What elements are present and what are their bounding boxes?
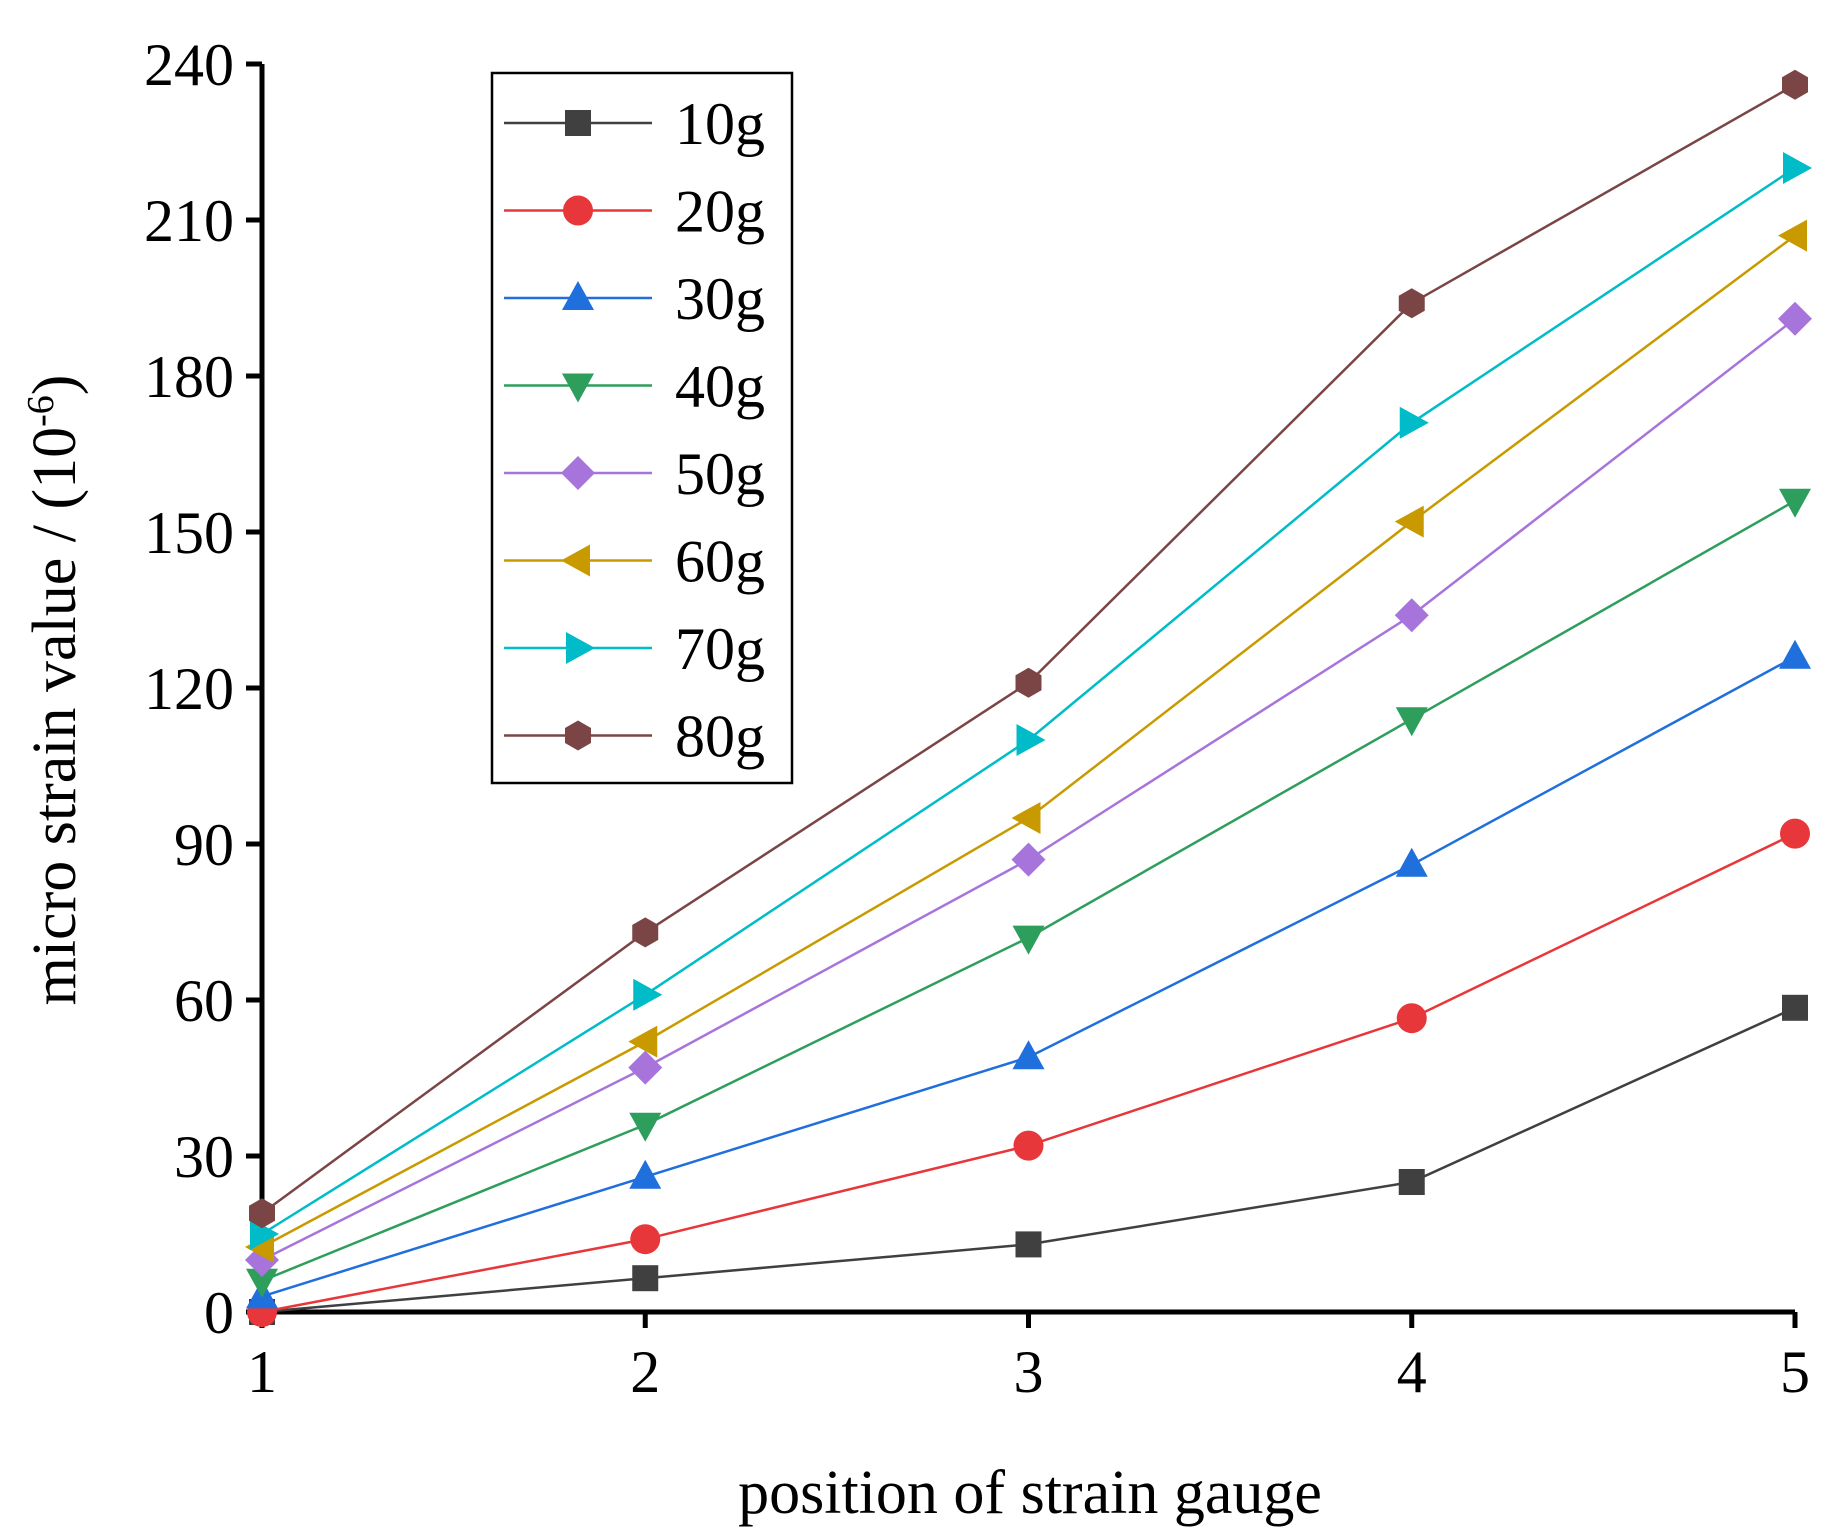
- legend-marker: [563, 195, 593, 226]
- data-point: [1394, 598, 1429, 633]
- data-point: [1015, 667, 1042, 698]
- data-point: [629, 1112, 662, 1142]
- data-point: [1399, 406, 1429, 439]
- legend: 10g 20g 30g 40g 50g 60g 70g 80g: [490, 71, 794, 785]
- legend-item-10g: 10g: [504, 91, 765, 157]
- y-tick-label: 60: [174, 968, 234, 1034]
- data-point: [1783, 152, 1812, 184]
- x-tick-label: 2: [630, 1339, 660, 1405]
- legend-item-30g: 30g: [504, 266, 765, 332]
- legend-marker: [561, 544, 590, 577]
- data-point: [250, 1218, 279, 1250]
- legend-box: [490, 71, 794, 785]
- x-tick-label: 1: [247, 1339, 277, 1405]
- data-point: [628, 1025, 658, 1058]
- x-tick-label: 4: [1397, 1339, 1427, 1405]
- data-point: [1395, 847, 1428, 877]
- y-axis-title-exponent: -6: [20, 395, 62, 427]
- data-point: [1394, 505, 1424, 538]
- data-point: [1395, 707, 1428, 737]
- y-tick-label: 180: [144, 344, 234, 410]
- series-30g: [246, 639, 1811, 1309]
- x-tick-label: 3: [1014, 1339, 1044, 1405]
- legend-label: 50g: [675, 441, 765, 507]
- legend-marker: [566, 632, 595, 664]
- legend-marker: [562, 373, 594, 403]
- legend-item-70g: 70g: [504, 616, 765, 682]
- legend-item-80g: 80g: [504, 704, 765, 770]
- axes: 1 2 3 4 5 0 30 60 90 120 150 180 210 240: [144, 32, 1810, 1405]
- y-tick-label: 0: [204, 1280, 234, 1346]
- legend-label: 40g: [675, 354, 765, 420]
- data-point: [1778, 219, 1807, 252]
- series-40g: [246, 488, 1811, 1298]
- legend-label: 30g: [675, 266, 765, 332]
- x-axis-title: position of strain gauge: [738, 1459, 1322, 1527]
- legend-label: 70g: [675, 616, 765, 682]
- y-tick-label: 120: [144, 656, 234, 722]
- legend-item-60g: 60g: [504, 529, 765, 595]
- series-70g: [250, 152, 1812, 1250]
- x-tick-label: 5: [1780, 1339, 1810, 1405]
- data-point: [1398, 1169, 1425, 1195]
- data-point: [246, 1268, 278, 1298]
- data-point: [1779, 488, 1811, 518]
- legend-marker: [565, 720, 591, 751]
- data-point: [1012, 1040, 1045, 1070]
- data-point: [1013, 1130, 1044, 1161]
- data-point: [629, 1159, 662, 1189]
- data-point: [628, 1050, 663, 1085]
- data-point: [1782, 994, 1808, 1021]
- y-tick-label: 150: [144, 500, 234, 566]
- legend-item-50g: 50g: [504, 441, 765, 507]
- data-point: [1782, 69, 1808, 100]
- legend-item-20g: 20g: [504, 179, 765, 245]
- data-point: [630, 1224, 661, 1255]
- legend-label: 60g: [675, 529, 765, 595]
- y-tick-label: 210: [144, 188, 234, 254]
- data-point: [632, 1265, 659, 1292]
- y-axis-title-main: micro strain value / (10: [21, 427, 89, 1006]
- data-point: [633, 978, 663, 1011]
- y-axis-title: micro strain value / (10-6): [20, 375, 89, 1006]
- data-point: [1398, 288, 1425, 319]
- data-point: [249, 1198, 275, 1229]
- legend-marker: [565, 110, 591, 136]
- data-point: [1011, 802, 1041, 834]
- legend-label: 20g: [675, 179, 765, 245]
- y-tick-label: 240: [144, 32, 234, 98]
- data-point: [1778, 301, 1812, 336]
- y-tick-label: 90: [174, 812, 234, 878]
- series-80g: [249, 69, 1808, 1229]
- data-point: [1016, 724, 1046, 756]
- data-point: [632, 917, 659, 948]
- y-tick-label: 30: [174, 1124, 234, 1190]
- series-layer: [245, 69, 1812, 1327]
- data-point: [1396, 1003, 1427, 1034]
- legend-marker: [561, 456, 595, 490]
- y-axis-title-close: ): [21, 375, 89, 396]
- data-point: [1780, 818, 1810, 849]
- data-point: [1015, 1231, 1042, 1258]
- legend-label: 80g: [675, 704, 765, 770]
- legend-item-40g: 40g: [504, 354, 765, 420]
- legend-marker: [562, 281, 594, 310]
- legend-label: 10g: [675, 91, 765, 157]
- data-point: [1012, 925, 1045, 955]
- data-point: [1011, 842, 1046, 877]
- data-point: [1779, 639, 1811, 669]
- series-50g: [245, 301, 1812, 1277]
